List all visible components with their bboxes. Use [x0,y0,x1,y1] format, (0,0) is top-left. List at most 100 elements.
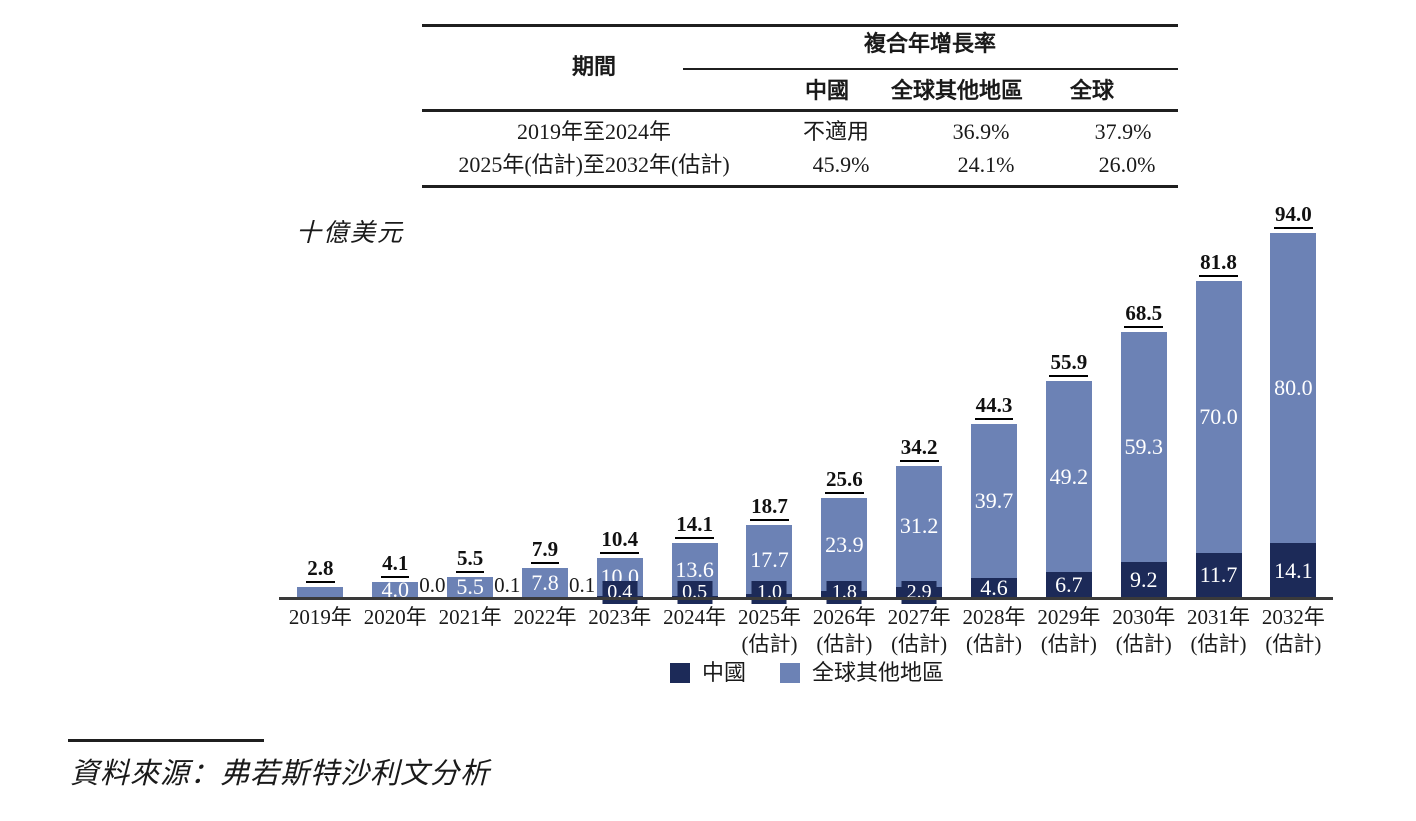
x-tick-estimate-label: (估計) [1040,632,1097,656]
x-tick-estimate-label: (估計) [1115,632,1172,656]
table-subheader-rest-of-world: 全球其他地區 [890,78,1024,103]
table-row1-rest-of-world: 36.9% [952,119,1010,144]
china-value-label: 11.7 [1199,562,1238,588]
table-row2-china: 45.9% [812,152,870,177]
legend-label-rest-of-world: 全球其他地區 [812,660,945,685]
x-tick-estimate-label: (估計) [1265,632,1322,656]
bar-total-label: 34.2 [899,435,939,462]
rest-of-world-segment: 59.3 [1120,332,1167,563]
bar-total-label: 55.9 [1049,351,1089,378]
chart-legend: 中國 全球其他地區 [670,661,944,685]
china-value-side-label: 0.1 [568,573,596,597]
table-header-period: 期間 [571,54,617,79]
legend-swatch-rest-of-world [780,663,801,683]
bar-column-2021年: 5.5 5.5 0.1 [433,546,520,598]
legend-swatch-china [670,663,690,683]
bar-column-2026年: 25.6 23.9 1.8 [807,468,882,604]
rest-of-world-value-label: 17.7 [750,546,789,572]
table-header-cagr: 複合年增長率 [863,31,997,56]
bar-stack: 7.8 [521,567,568,598]
bar-column-2032年: 94.0 80.0 14.1 [1256,202,1331,598]
bar-column-2029年: 55.9 49.2 6.7 [1031,351,1106,598]
table-row2-period: 2025年(估計)至2032年(估計) [458,152,730,177]
bar-column-2031年: 81.8 70.0 11.7 [1181,251,1256,598]
bar-total-label: 2.8 [306,557,335,584]
bar-total-label: 5.5 [455,546,485,573]
china-value-label: 9.2 [1129,567,1158,593]
table-rule-under-cagr [683,68,1178,70]
x-tick-year-label: 2023年 [588,605,652,629]
rest-of-world-segment: 80.0 [1270,232,1317,544]
table-rule-under-header [422,109,1178,112]
x-tick-year-label: 2020年 [363,605,427,629]
y-axis-unit-label: 十億美元 [296,220,405,247]
x-tick-estimate-label: (估計) [891,632,948,656]
bar-column-2027年: 34.2 31.2 2.9 [882,435,957,604]
x-tick-2028年: 2028年 (估計) [957,604,1032,658]
china-value-side-label: 0.0 [419,573,446,597]
table-row2-rest-of-world: 24.1% [957,152,1015,177]
x-tick-year-label: 2025年 [737,605,801,629]
china-value-side-label: 0.1 [494,573,521,597]
china-value-label: 6.7 [1055,572,1083,597]
bar-column-2028年: 44.3 39.7 4.6 [957,393,1032,599]
china-value-chip: 1.0 [751,581,787,604]
bar-total-label: 4.1 [381,552,410,579]
rest-of-world-segment: 39.7 [971,423,1018,578]
legend-label-china: 中國 [702,660,747,685]
china-segment: 4.6 [971,577,1018,599]
x-tick-year-label: 2028年 [962,605,1026,629]
rest-of-world-value-label: 49.2 [1049,463,1089,489]
bar-total-label: 25.6 [824,468,864,495]
bar-total-label: 44.3 [974,393,1014,420]
bar-stack: 23.9 1.8 [821,498,868,604]
bar-column-2024年: 14.1 13.6 0.5 [657,513,732,604]
rest-of-world-segment: 49.2 [1045,381,1092,573]
bar-column-2025年: 18.7 17.7 1.0 [732,495,807,604]
bar-stack: 31.2 2.9 [896,465,943,604]
bar-stack: 39.7 4.6 [971,423,1018,599]
rest-of-world-segment: 5.5 [447,576,494,598]
x-axis-line [279,597,1333,600]
x-tick-2024年: 2024年 [657,604,732,658]
table-row1-global: 37.9% [1094,119,1152,144]
china-value-chip: 0.4 [602,581,638,604]
x-tick-2032年: 2032年 (估計) [1256,604,1331,658]
rest-of-world-value-label: 7.8 [531,569,559,595]
x-tick-estimate-label: (估計) [966,632,1023,656]
bar-stack: 13.6 0.5 [671,543,718,604]
bar-stack [297,587,344,598]
china-segment: 11.7 [1195,552,1242,598]
x-tick-2021年: 2021年 [433,604,508,658]
china-value-chip: 1.8 [826,581,862,604]
bar-total-label: 18.7 [750,495,789,522]
x-tick-2020年: 2020年 [358,604,433,658]
x-tick-2022年: 2022年 [508,604,583,658]
rest-of-world-value-label: 70.0 [1199,403,1238,429]
x-tick-year-label: 2030年 [1112,605,1176,629]
table-row2-global: 26.0% [1098,152,1156,177]
bar-stack: 70.0 11.7 [1195,281,1242,598]
bar-column-2020年: 4.1 4.0 0.0 [358,552,446,601]
bar-stack: 10.0 0.4 [596,557,643,604]
rest-of-world-value-label: 23.9 [825,531,864,557]
x-tick-year-label: 2029年 [1037,605,1101,629]
x-tick-2030年: 2030年 (估計) [1106,604,1181,658]
x-tick-year-label: 2022年 [513,605,577,629]
x-tick-estimate-label: (估計) [741,632,798,656]
rest-of-world-value-label: 59.3 [1124,434,1163,460]
x-tick-2025年: 2025年 (估計) [732,604,807,658]
ticks-row: 2019年 2020年 2021年 2022年 2023年 2024年 2025年 (估計) 2… [283,604,1331,658]
source-rule [68,739,264,742]
rest-of-world-segment: 4.0 [372,579,419,601]
bar-total-label: 14.1 [675,513,715,540]
table-rule-top [422,24,1178,27]
bar-total-label: 81.8 [1199,251,1238,278]
bar-total-label: 94.0 [1274,202,1313,229]
china-segment: 9.2 [1120,562,1167,598]
bar-stack: 4.0 [372,579,419,601]
x-tick-year-label: 2027年 [887,605,951,629]
table-subheader-china: 中國 [804,78,850,103]
x-tick-year-label: 2021年 [438,605,502,629]
